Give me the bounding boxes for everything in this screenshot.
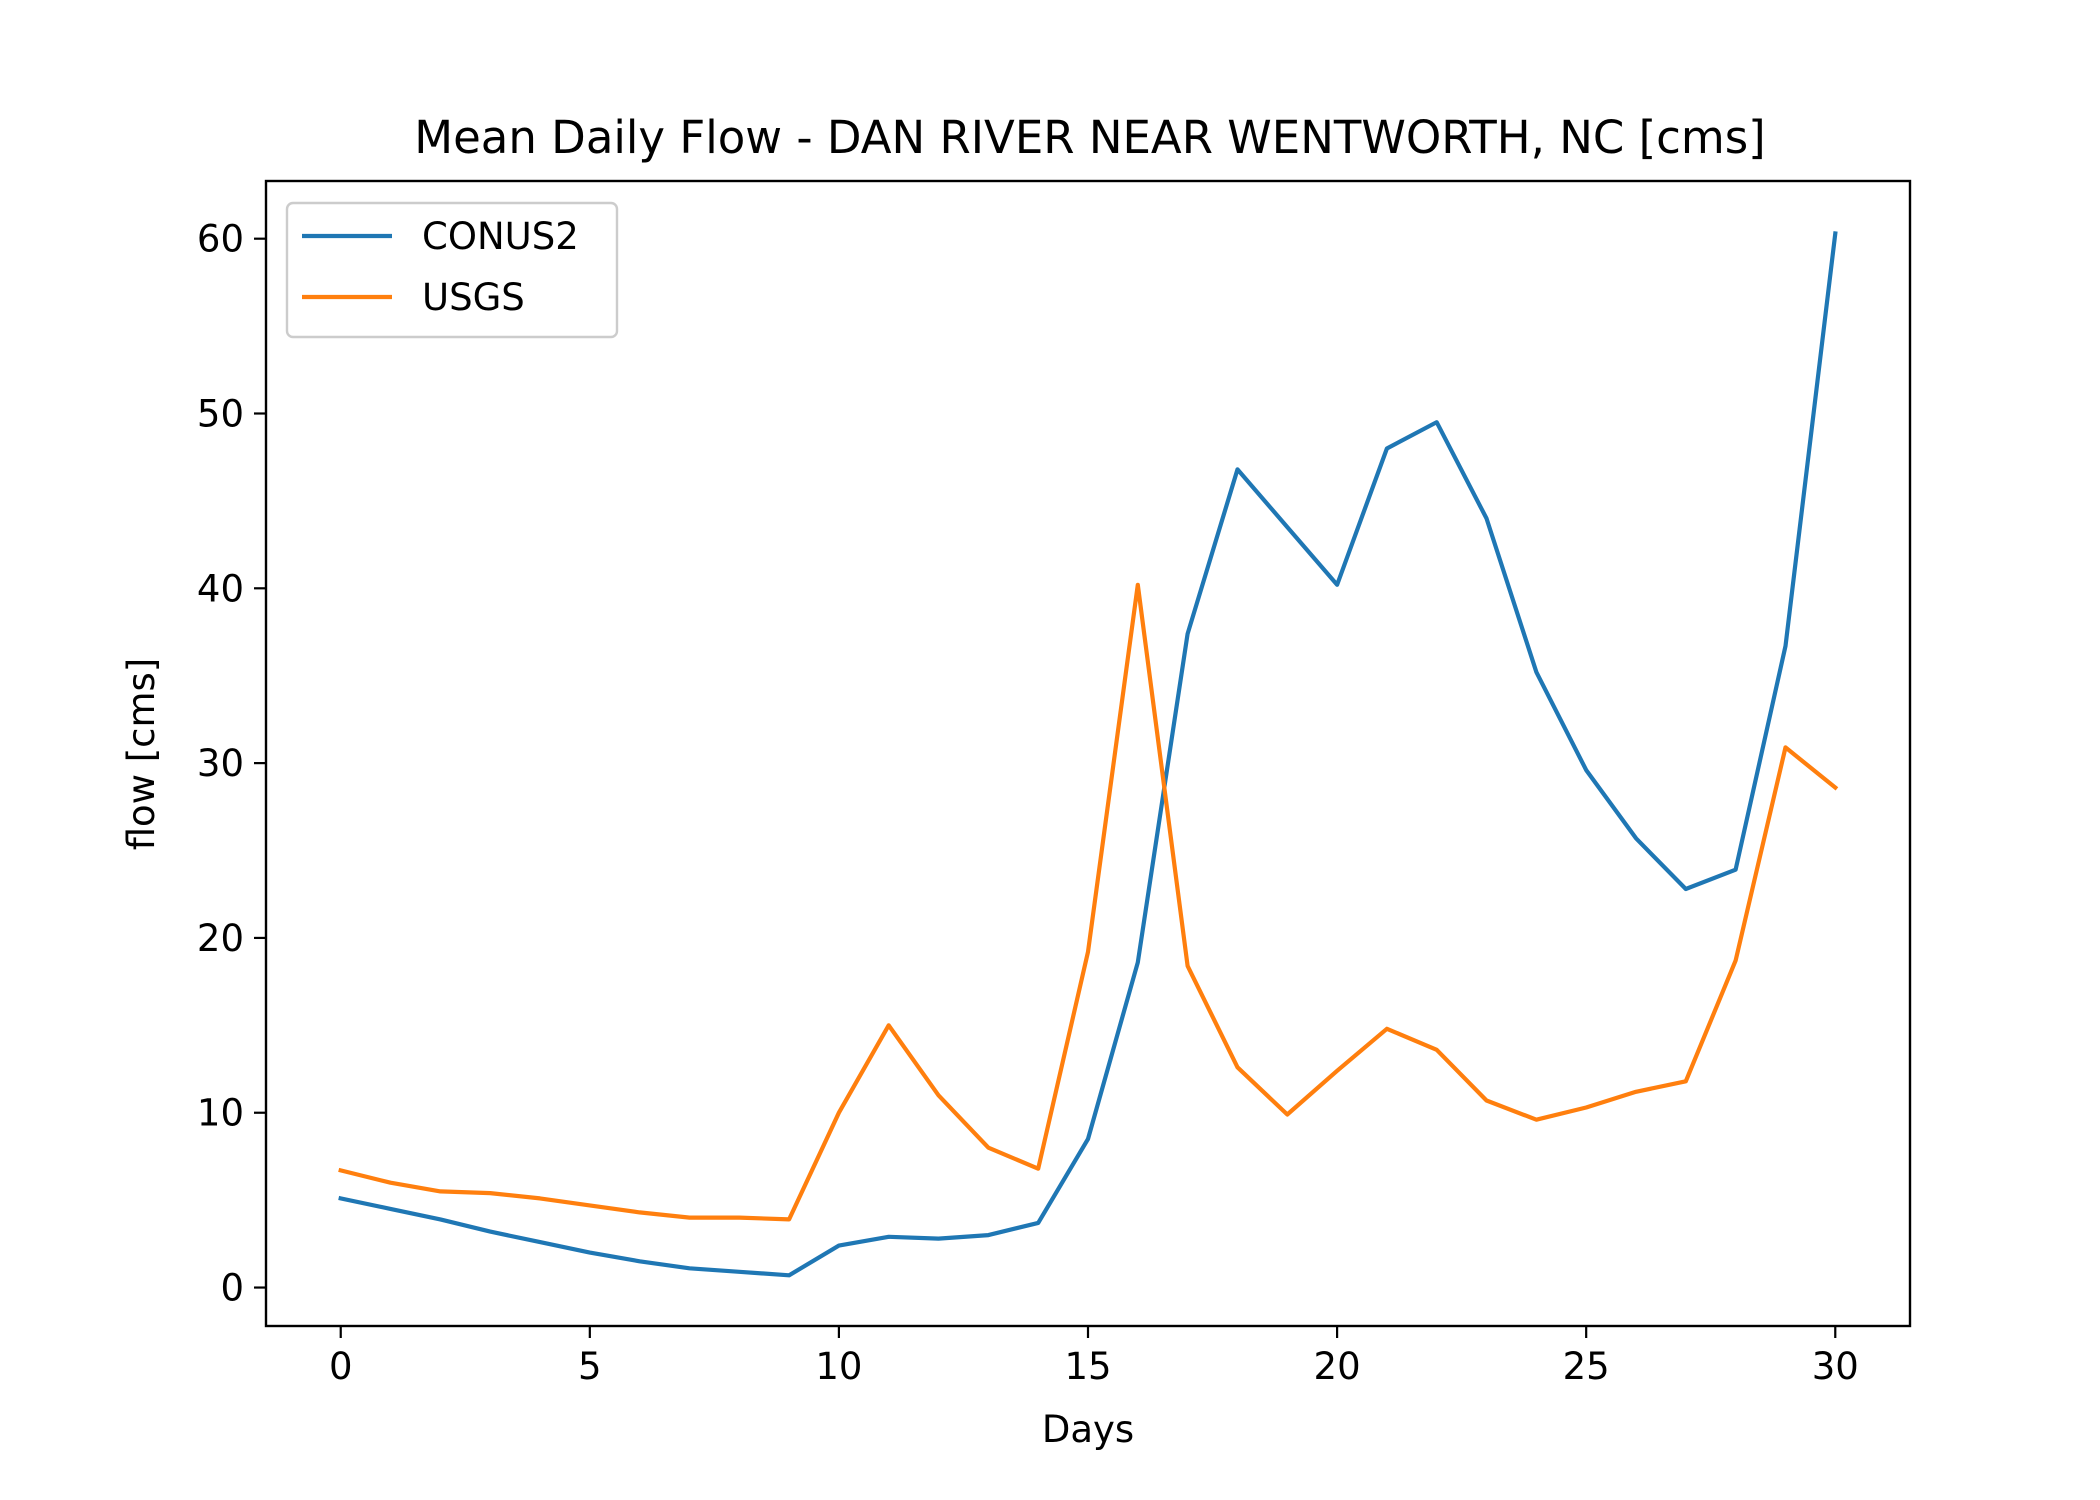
x-tick-label: 25 [1563, 1345, 1610, 1388]
legend-label-usgs: USGS [422, 276, 525, 319]
chart-title: Mean Daily Flow - DAN RIVER NEAR WENTWOR… [414, 111, 1765, 164]
x-tick-label: 15 [1064, 1345, 1111, 1388]
y-axis: 0 10 20 30 40 50 60 [197, 218, 266, 1310]
y-tick-label: 60 [197, 218, 244, 261]
legend: CONUS2 USGS [285, 201, 619, 339]
x-tick-label: 20 [1314, 1345, 1361, 1388]
x-axis-label: Days [1042, 1408, 1134, 1451]
x-tick-label: 10 [815, 1345, 862, 1388]
plot-area [338, 231, 1839, 1278]
y-tick-label: 40 [197, 567, 244, 610]
y-tick-label: 30 [197, 742, 244, 785]
series-line-usgs [338, 582, 1839, 1222]
y-tick-label: 20 [197, 917, 244, 960]
x-tick-label: 30 [1812, 1345, 1859, 1388]
x-tick-label: 5 [578, 1345, 602, 1388]
y-axis-label: flow [cms] [120, 658, 163, 851]
y-tick-label: 10 [197, 1092, 244, 1135]
series-line-conus2 [338, 231, 1838, 1278]
x-axis: 0 5 10 15 20 25 30 [329, 1326, 1859, 1388]
x-tick-label: 0 [329, 1345, 353, 1388]
y-tick-label: 50 [197, 392, 244, 435]
legend-label-conus2: CONUS2 [422, 215, 579, 258]
y-tick-label: 0 [220, 1267, 244, 1310]
